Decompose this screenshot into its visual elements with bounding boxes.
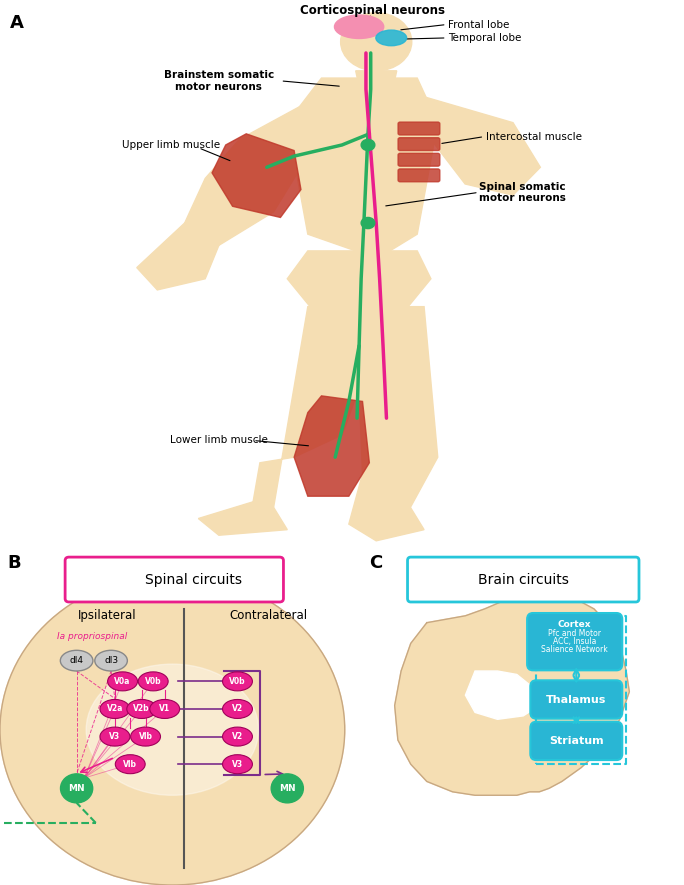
Text: B: B xyxy=(8,554,21,572)
Ellipse shape xyxy=(100,699,130,719)
Text: MN: MN xyxy=(68,784,85,793)
Text: V3: V3 xyxy=(109,732,120,741)
Text: Corticospinal neurons: Corticospinal neurons xyxy=(300,4,445,17)
Text: Striatum: Striatum xyxy=(549,736,603,746)
Text: V0a: V0a xyxy=(114,677,131,686)
FancyBboxPatch shape xyxy=(527,613,622,670)
Polygon shape xyxy=(356,307,438,513)
Polygon shape xyxy=(287,251,431,323)
Ellipse shape xyxy=(107,672,137,691)
Text: Spinal somatic
motor neurons: Spinal somatic motor neurons xyxy=(479,181,566,204)
Ellipse shape xyxy=(376,30,406,46)
Text: Pfc and Motor: Pfc and Motor xyxy=(548,629,601,638)
Text: Intercostal muscle: Intercostal muscle xyxy=(486,132,581,142)
Polygon shape xyxy=(294,396,369,496)
Circle shape xyxy=(271,773,304,803)
Text: Contralateral: Contralateral xyxy=(229,609,307,622)
Text: Ia propriospinal: Ia propriospinal xyxy=(57,632,128,641)
Ellipse shape xyxy=(60,650,93,671)
Polygon shape xyxy=(356,71,397,87)
FancyBboxPatch shape xyxy=(65,557,283,602)
Circle shape xyxy=(361,218,375,228)
Text: Lower limb muscle: Lower limb muscle xyxy=(170,435,268,445)
Polygon shape xyxy=(465,671,540,720)
Polygon shape xyxy=(198,502,287,535)
Polygon shape xyxy=(253,307,363,507)
Text: V2a: V2a xyxy=(107,704,123,713)
Ellipse shape xyxy=(222,672,252,691)
FancyBboxPatch shape xyxy=(530,722,622,760)
Text: Brainstem somatic
motor neurons: Brainstem somatic motor neurons xyxy=(163,70,274,92)
Ellipse shape xyxy=(131,727,161,746)
Text: V0b: V0b xyxy=(229,677,246,686)
Polygon shape xyxy=(212,134,301,218)
FancyBboxPatch shape xyxy=(398,169,440,181)
Text: Thalamus: Thalamus xyxy=(546,695,607,704)
Text: V2: V2 xyxy=(232,704,243,713)
Text: Vlb: Vlb xyxy=(123,759,137,769)
Circle shape xyxy=(60,773,93,803)
Ellipse shape xyxy=(150,699,180,719)
Text: Vlb: Vlb xyxy=(139,732,153,741)
Text: V3: V3 xyxy=(232,759,243,769)
Text: Spinal circuits: Spinal circuits xyxy=(145,573,242,587)
FancyBboxPatch shape xyxy=(408,557,639,602)
Text: Salience Network: Salience Network xyxy=(541,645,608,654)
Ellipse shape xyxy=(116,755,145,773)
Text: C: C xyxy=(369,554,382,572)
Ellipse shape xyxy=(222,755,252,773)
Polygon shape xyxy=(349,474,424,541)
FancyBboxPatch shape xyxy=(530,681,622,719)
Polygon shape xyxy=(395,598,629,796)
Text: Ipsilateral: Ipsilateral xyxy=(78,609,137,622)
Ellipse shape xyxy=(138,672,168,691)
Ellipse shape xyxy=(95,650,127,671)
Text: MN: MN xyxy=(279,784,295,793)
Polygon shape xyxy=(417,95,540,196)
Text: ACC, Insula: ACC, Insula xyxy=(553,637,596,646)
Text: V0b: V0b xyxy=(145,677,161,686)
Text: Temporal lobe: Temporal lobe xyxy=(448,33,521,42)
Ellipse shape xyxy=(86,664,259,796)
Text: V1: V1 xyxy=(159,704,170,713)
Ellipse shape xyxy=(127,699,157,719)
Ellipse shape xyxy=(0,574,345,885)
Ellipse shape xyxy=(334,15,384,38)
Ellipse shape xyxy=(222,699,252,719)
Circle shape xyxy=(361,139,375,150)
FancyBboxPatch shape xyxy=(398,153,440,166)
Text: Frontal lobe: Frontal lobe xyxy=(448,19,510,29)
Text: Brain circuits: Brain circuits xyxy=(478,573,568,587)
Ellipse shape xyxy=(100,727,130,746)
FancyBboxPatch shape xyxy=(398,122,440,135)
FancyBboxPatch shape xyxy=(398,138,440,150)
Ellipse shape xyxy=(222,727,252,746)
Circle shape xyxy=(341,12,412,71)
Text: dI4: dI4 xyxy=(70,656,83,666)
Text: V2b: V2b xyxy=(133,704,150,713)
Text: dI3: dI3 xyxy=(104,656,118,666)
Polygon shape xyxy=(287,78,438,251)
Polygon shape xyxy=(185,95,321,245)
Text: V2: V2 xyxy=(232,732,243,741)
Text: Upper limb muscle: Upper limb muscle xyxy=(122,140,220,150)
Text: A: A xyxy=(10,14,24,32)
Text: Cortex: Cortex xyxy=(558,620,592,629)
Polygon shape xyxy=(137,223,219,290)
